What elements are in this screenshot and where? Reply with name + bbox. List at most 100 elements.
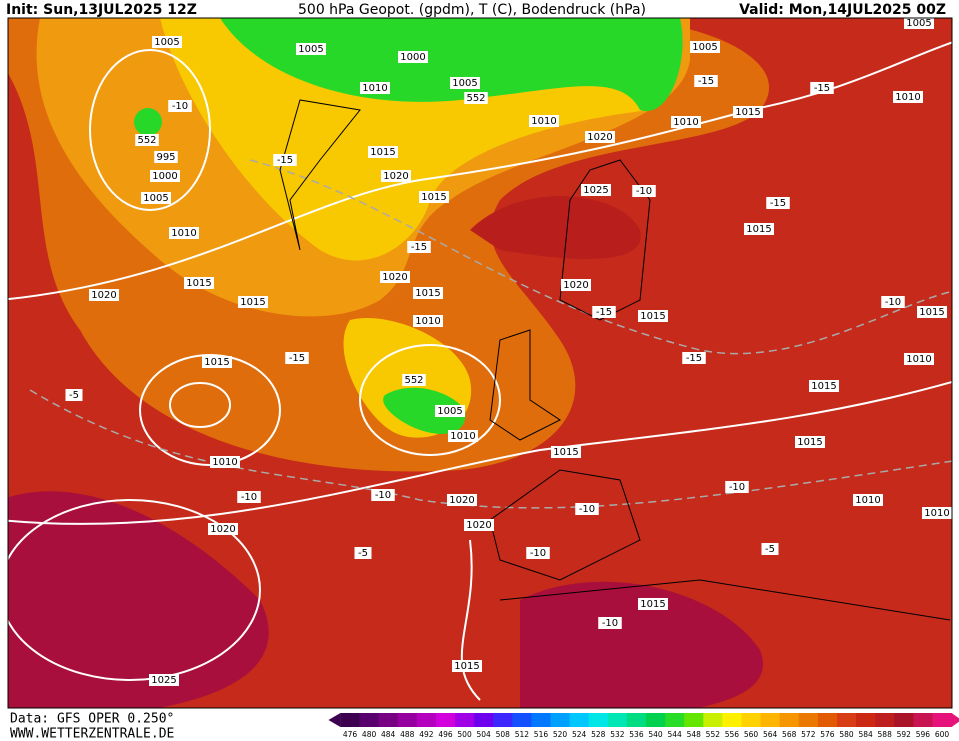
contour-label: 1015	[204, 357, 229, 368]
map: 1005 1005 1000 1005 1010 1005 1005 1010 1010 1015…	[8, 18, 952, 708]
legend-swatch	[779, 713, 800, 727]
map-labels: 1005 1005 1000 1005 1010 1005 1005 1010 1010 1015…	[65, 18, 952, 686]
legend-swatch	[512, 713, 532, 727]
label-box	[152, 36, 182, 48]
legend-swatch	[397, 713, 418, 727]
legend-swatch	[856, 713, 876, 727]
label-box	[398, 51, 428, 63]
label-box	[464, 519, 494, 531]
legend-label: 580	[839, 730, 854, 739]
contour-label: 1010	[362, 83, 387, 94]
contour-label: -10	[375, 490, 391, 501]
isotherm	[249, 159, 952, 355]
legend-label: 476	[343, 730, 358, 739]
label-box	[413, 315, 443, 327]
legend-swatch	[684, 713, 704, 727]
contour-label: 1005	[154, 37, 179, 48]
contour-label: 1010	[450, 431, 475, 442]
contour-label: 1020	[91, 290, 116, 301]
contour-label: -5	[358, 548, 368, 559]
legend-swatch	[474, 713, 494, 727]
contour-label: 1020	[382, 272, 407, 283]
contour-label: -15	[686, 353, 702, 364]
label-box	[529, 115, 559, 127]
legend-swatch	[760, 713, 781, 727]
label-box	[447, 494, 477, 506]
coastline	[489, 329, 561, 441]
legend-swatch	[569, 713, 590, 727]
contour-label: -10	[602, 618, 618, 629]
contour-label: -15	[698, 76, 714, 87]
coastline	[489, 469, 641, 581]
legend-label: 484	[381, 730, 396, 739]
legend-swatch	[646, 713, 666, 727]
label-box	[585, 131, 615, 143]
label-box	[368, 146, 398, 158]
label-box	[766, 197, 790, 209]
legend-swatch	[817, 713, 838, 727]
data-source: Data: GFS OPER 0.250°	[10, 712, 174, 727]
label-box	[448, 430, 478, 442]
contour-label: 1015	[186, 278, 211, 289]
label-box	[135, 134, 159, 146]
contour-label: 1015	[811, 381, 836, 392]
coastline	[279, 99, 361, 251]
label-box	[402, 374, 426, 386]
legend-swatch	[875, 713, 895, 727]
contour-label: 1010	[212, 457, 237, 468]
contour-label: 1020	[563, 280, 588, 291]
label-box	[184, 277, 214, 289]
label-box	[632, 185, 656, 197]
warm-field	[8, 491, 269, 708]
label-box	[380, 271, 410, 283]
isobar	[460, 539, 481, 701]
contour-label: -5	[69, 390, 79, 401]
legend-label: 520	[553, 730, 568, 739]
label-box	[238, 296, 268, 308]
label-box	[682, 352, 706, 364]
label-box	[638, 310, 668, 322]
contour-label: 1015	[240, 297, 265, 308]
label-box	[795, 436, 825, 448]
contour-label: 1005	[452, 78, 477, 89]
label-box	[592, 306, 616, 318]
green-field	[220, 18, 683, 112]
label-box	[89, 289, 119, 301]
contour-label: 1015	[640, 599, 665, 610]
legend-swatch	[894, 713, 914, 727]
legend-label: 496	[438, 730, 453, 739]
contour-label: -10	[172, 101, 188, 112]
legend-swatch	[378, 713, 399, 727]
contour-label: -10	[241, 492, 257, 503]
label-box	[381, 170, 411, 182]
green-field	[134, 108, 162, 136]
label-box	[733, 106, 763, 118]
contour-label: -10	[885, 297, 901, 308]
contour-label: 1010	[415, 316, 440, 327]
legend-arrow	[328, 713, 341, 727]
label-box	[853, 494, 883, 506]
label-box	[65, 389, 83, 401]
legend-swatch	[455, 713, 475, 727]
isobar	[359, 344, 501, 456]
contour-label: -15	[596, 307, 612, 318]
contour-label: 1015	[553, 447, 578, 458]
label-box	[208, 523, 238, 535]
legend-label: 568	[782, 730, 797, 739]
label-box	[296, 43, 326, 55]
map-title: 500 hPa Geopot. (gpdm), T (C), Bodendruc…	[298, 2, 646, 18]
legend-label: 512	[515, 730, 530, 739]
label-box	[893, 91, 923, 103]
legend-swatch	[435, 713, 456, 727]
legend-swatch	[741, 713, 762, 727]
label-box	[360, 82, 390, 94]
legend-label: 536	[629, 730, 644, 739]
label-box	[464, 92, 488, 104]
isobar	[8, 41, 952, 301]
isotherm	[29, 389, 952, 509]
label-box	[237, 491, 261, 503]
legend-label: 528	[591, 730, 606, 739]
legend-label: 556	[725, 730, 740, 739]
legend-arrow	[951, 713, 959, 727]
contour-label: 1000	[152, 171, 177, 182]
